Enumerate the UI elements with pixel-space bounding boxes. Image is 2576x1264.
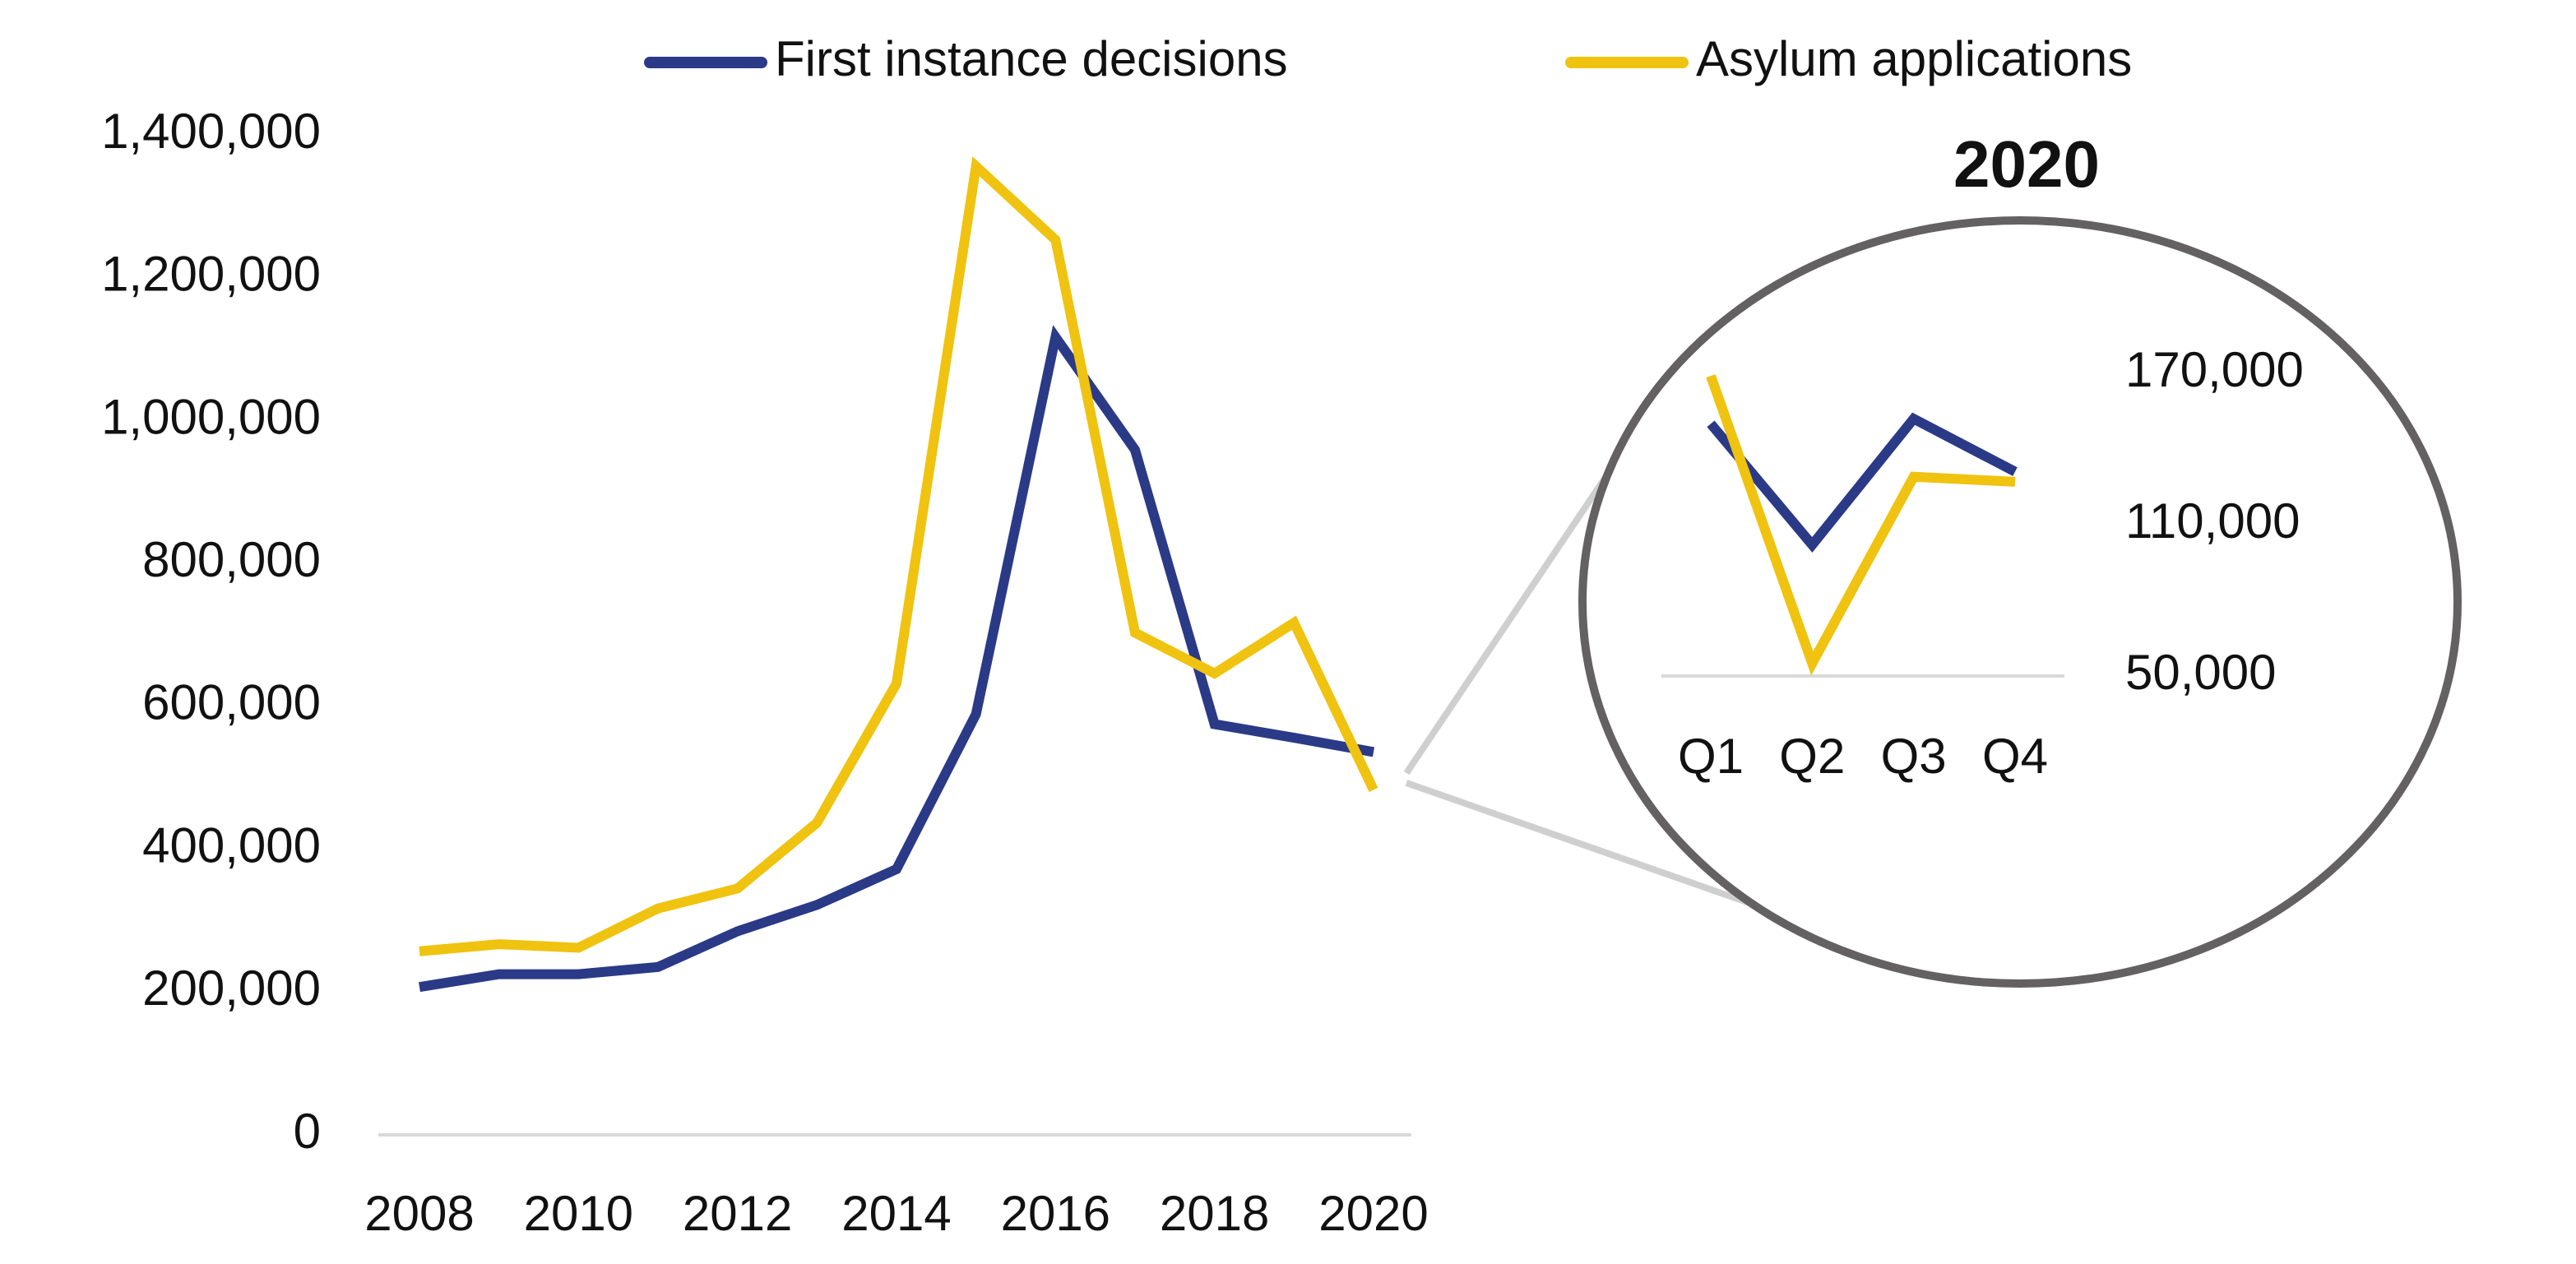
y-tick-label: 600,000: [142, 675, 321, 730]
y-tick-label: 0: [294, 1104, 321, 1159]
x-tick-label: 2016: [1001, 1186, 1110, 1241]
y-tick-label: 110,000: [2125, 493, 2300, 549]
x-tick-label: 2020: [1318, 1186, 1428, 1241]
legend-label: Asylum applications: [1696, 31, 2132, 86]
y-tick-label: 1,200,000: [101, 247, 321, 302]
y-tick-label: 200,000: [142, 961, 321, 1016]
y-tick-label: 400,000: [142, 817, 321, 873]
x-tick-label: Q4: [1982, 729, 2048, 784]
zoom-line: [1405, 780, 1765, 911]
x-tick-label: Q3: [1881, 729, 1947, 784]
y-tick-label: 1,000,000: [101, 389, 321, 444]
legend-label: First instance decisions: [775, 31, 1288, 86]
y-tick-label: 50,000: [2125, 645, 2277, 700]
series-line: [419, 156, 1378, 956]
x-tick-label: 2012: [683, 1186, 792, 1241]
x-tick-label: Q1: [1678, 729, 1744, 784]
y-tick-label: 800,000: [142, 532, 321, 587]
inset-frame: [1578, 216, 2462, 988]
x-tick-label: 2008: [364, 1186, 474, 1241]
x-tick-label: Q2: [1779, 729, 1845, 784]
y-tick-label: 1,400,000: [101, 104, 321, 159]
inset-title: 2020: [1953, 127, 2100, 201]
x-tick-label: 2014: [841, 1186, 951, 1241]
x-tick-label: 2018: [1160, 1186, 1269, 1241]
series-line: [419, 325, 1375, 993]
x-tick-label: 2010: [524, 1186, 633, 1241]
series-line: [1706, 374, 2016, 676]
y-tick-label: 170,000: [2125, 342, 2304, 397]
series-line: [1707, 412, 2018, 553]
